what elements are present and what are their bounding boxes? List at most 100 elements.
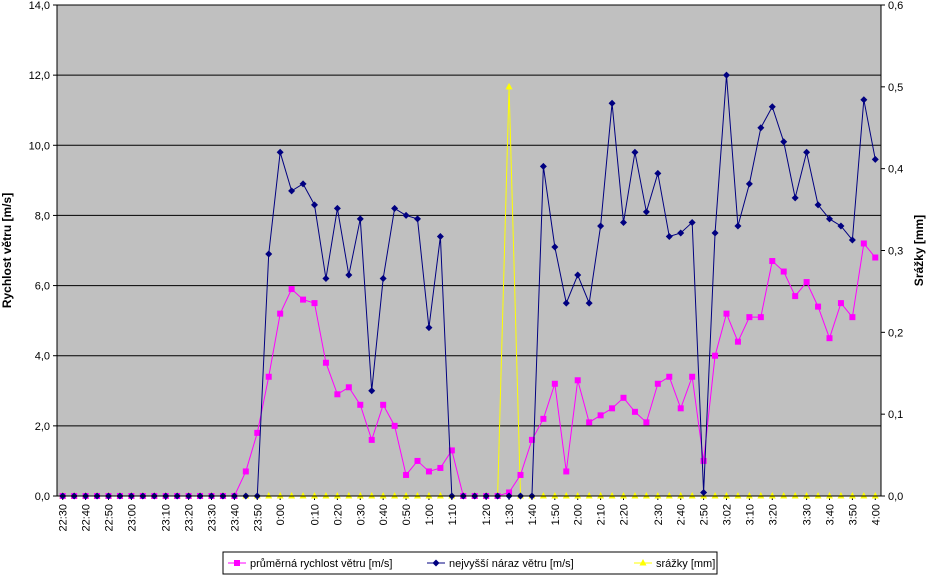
- data-point: [551, 243, 559, 251]
- data-point: [780, 492, 788, 499]
- data-point: [803, 492, 811, 499]
- data-point: [288, 286, 295, 293]
- x-tick-label: 23:30: [207, 504, 219, 532]
- data-point: [414, 215, 421, 223]
- left-tick-label: 0,0: [35, 491, 50, 503]
- left-axis-title: Rychlost větru [m/s]: [0, 193, 14, 308]
- data-point: [311, 492, 318, 499]
- data-point: [448, 447, 455, 454]
- data-point: [723, 71, 730, 79]
- data-point: [688, 218, 696, 226]
- right-tick-label: 0,2: [888, 327, 903, 339]
- legend-label: srážky [mm]: [656, 558, 715, 570]
- data-point: [356, 492, 364, 499]
- right-tick-label: 0,1: [888, 409, 903, 421]
- x-tick-label: 23:10: [161, 504, 173, 532]
- data-point: [265, 250, 273, 258]
- left-tick-label: 10,0: [29, 140, 50, 152]
- data-point: [277, 310, 284, 317]
- left-tick-label: 14,0: [29, 0, 50, 12]
- x-tick-label: 3:20: [767, 504, 779, 525]
- data-point: [299, 492, 307, 499]
- x-tick-label: 23:50: [252, 504, 264, 532]
- data-point: [780, 268, 787, 275]
- data-point: [608, 492, 616, 499]
- data-point: [837, 492, 845, 499]
- x-tick-label: 22:30: [58, 504, 70, 532]
- data-point: [803, 148, 811, 156]
- data-point: [837, 300, 844, 307]
- data-point: [402, 211, 410, 219]
- x-tick-label: 23:00: [126, 504, 138, 532]
- data-point: [700, 488, 708, 496]
- right-axis-title: Srážky [mm]: [912, 215, 926, 286]
- x-tick-label: 23:40: [229, 504, 241, 532]
- legend-box: [222, 551, 718, 575]
- x-tick-label: 3:50: [847, 504, 859, 525]
- data-point: [333, 204, 341, 212]
- data-point: [654, 380, 661, 387]
- data-point: [620, 394, 627, 401]
- left-tick-label: 2,0: [35, 421, 50, 433]
- data-point: [597, 412, 604, 419]
- legend-item: průměrná rychlost větru [m/s]: [228, 558, 392, 570]
- data-point: [757, 314, 764, 321]
- data-point: [391, 492, 399, 499]
- data-point: [643, 419, 650, 426]
- data-point: [276, 148, 284, 156]
- data-point: [506, 489, 513, 496]
- data-point: [539, 162, 547, 170]
- data-point: [757, 492, 765, 499]
- x-tick-label: 3:02: [722, 504, 734, 525]
- x-tick-label: 1:10: [447, 504, 459, 525]
- data-point: [780, 138, 788, 146]
- x-tick-label: 2:50: [699, 504, 711, 525]
- data-point: [345, 271, 353, 279]
- data-point: [334, 391, 341, 398]
- x-tick-label: 0:20: [332, 504, 344, 525]
- x-tick-label: 2:00: [573, 504, 585, 525]
- data-point: [357, 401, 364, 408]
- data-point: [872, 254, 879, 261]
- x-tick-label: 2:40: [676, 504, 688, 525]
- data-point: [322, 275, 330, 283]
- legend-item: srážky [mm]: [634, 558, 715, 570]
- data-point: [574, 377, 581, 384]
- data-point: [711, 492, 719, 499]
- legend: průměrná rychlost větru [m/s] nejvyšší ná…: [222, 551, 718, 575]
- data-point: [288, 492, 296, 499]
- data-point: [768, 492, 776, 499]
- x-tick-label: 4:00: [870, 504, 882, 525]
- data-point: [505, 82, 513, 90]
- data-point: [654, 169, 662, 177]
- data-point: [848, 236, 856, 244]
- data-point: [356, 215, 364, 223]
- data-point: [791, 492, 799, 499]
- data-point: [322, 359, 329, 366]
- data-point: [837, 222, 845, 230]
- data-point: [745, 492, 753, 499]
- data-point: [665, 492, 673, 499]
- data-point: [551, 492, 559, 499]
- x-tick-label: 1:30: [504, 504, 516, 525]
- data-point: [288, 187, 296, 195]
- data-point: [414, 457, 421, 464]
- data-point: [654, 492, 662, 499]
- data-point: [803, 279, 810, 286]
- data-point: [814, 492, 822, 499]
- data-point: [562, 299, 570, 307]
- x-tick-label: 0:10: [310, 504, 322, 525]
- x-tick-label: 1:20: [481, 504, 493, 525]
- data-point: [265, 373, 272, 380]
- data-point: [425, 492, 433, 499]
- data-point: [723, 310, 730, 317]
- data-point: [436, 492, 444, 499]
- data-point: [814, 201, 822, 209]
- data-point: [333, 492, 341, 499]
- data-point: [711, 229, 719, 237]
- data-point: [368, 492, 376, 499]
- x-tick-label: 2:20: [619, 504, 631, 525]
- data-point: [540, 415, 547, 422]
